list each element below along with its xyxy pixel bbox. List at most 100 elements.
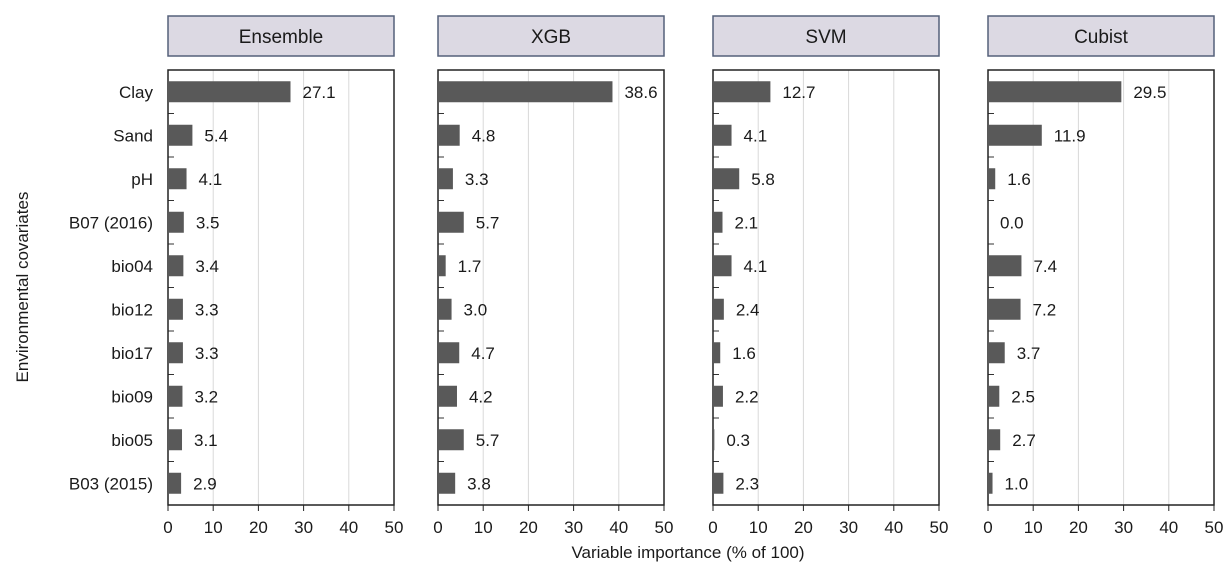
bar-value-label: 2.5 — [1011, 387, 1035, 406]
panel-border — [167, 69, 395, 506]
bar — [439, 124, 460, 146]
x-tick-label: 0 — [983, 518, 992, 537]
bar-value-label: 4.1 — [744, 126, 768, 145]
bar-value-label: 1.7 — [458, 257, 482, 276]
bar — [439, 168, 453, 190]
bar-value-label: 1.6 — [732, 344, 756, 363]
bar-value-label: 5.8 — [751, 170, 775, 189]
bar-value-label: 1.0 — [1005, 474, 1029, 493]
x-tick-label: 20 — [794, 518, 813, 537]
x-tick-label: 0 — [433, 518, 442, 537]
bar — [714, 255, 732, 277]
panel-ensemble: Ensemble 27.1 5.4 4.1 3.5 3.4 3.3 3.3 3.2 3.1 2.9 0… — [163, 15, 404, 537]
bar — [989, 168, 996, 190]
x-axis-label: Variable importance (% of 100) — [571, 543, 804, 562]
bar-value-label: 7.4 — [1033, 257, 1057, 276]
bar — [439, 298, 452, 320]
panel-xgb: XGB 38.6 4.8 3.3 5.7 1.7 3.0 4.7 4.2 5.7 3.8 0 10 20 3… — [433, 15, 674, 537]
x-tick-label: 40 — [339, 518, 358, 537]
panel-title: SVM — [805, 27, 846, 48]
bar-value-label: 2.7 — [1012, 431, 1036, 450]
panel-header-box — [167, 15, 395, 57]
x-tick-label: 50 — [385, 518, 404, 537]
panel-title: Ensemble — [239, 27, 324, 48]
bar — [169, 429, 183, 451]
x-tick-label: 40 — [1159, 518, 1178, 537]
bar-value-label: 3.1 — [194, 431, 218, 450]
bar-value-label: 7.2 — [1033, 300, 1057, 319]
category-label: bio04 — [111, 257, 153, 276]
panel-title: XGB — [531, 27, 571, 48]
category-label: bio12 — [111, 300, 153, 319]
bar-value-label: 3.3 — [465, 170, 489, 189]
x-tick-label: 30 — [1114, 518, 1133, 537]
x-tick-label: 50 — [655, 518, 674, 537]
bar — [169, 255, 184, 277]
bar — [169, 211, 184, 233]
bar — [439, 385, 457, 407]
bar — [989, 124, 1042, 146]
bar-value-label: 5.4 — [204, 126, 228, 145]
panel-header-box — [712, 15, 940, 57]
bar-value-label: 4.1 — [744, 257, 768, 276]
bar-value-label: 1.6 — [1007, 170, 1031, 189]
bar-value-label: 2.2 — [735, 387, 759, 406]
bar — [169, 168, 187, 190]
bar-value-label: 3.5 — [196, 213, 220, 232]
bar — [169, 385, 183, 407]
bar-value-label: 11.9 — [1054, 126, 1086, 145]
panel-svm: SVM 12.7 4.1 5.8 2.1 4.1 2.4 1.6 2.2 0.3 2.3 0 10 20 3… — [708, 15, 948, 537]
x-tick-label: 30 — [294, 518, 313, 537]
bar — [439, 472, 456, 494]
panel-header-box — [437, 15, 665, 57]
bar-value-label: 3.3 — [195, 344, 219, 363]
category-label: bio17 — [111, 344, 153, 363]
bar — [714, 342, 721, 364]
bar-value-label: 4.2 — [469, 387, 493, 406]
bar-value-label: 3.8 — [467, 474, 491, 493]
bar — [989, 342, 1005, 364]
bar — [989, 255, 1022, 277]
x-tick-label: 40 — [884, 518, 903, 537]
bar — [714, 168, 740, 190]
x-tick-label: 30 — [839, 518, 858, 537]
bar — [714, 211, 723, 233]
bar-value-label: 2.9 — [193, 474, 217, 493]
x-tick-label: 20 — [519, 518, 538, 537]
panel-border — [437, 69, 665, 506]
x-tick-label: 50 — [1205, 518, 1224, 537]
x-tick-label: 20 — [1069, 518, 1088, 537]
bar-value-label: 3.4 — [195, 257, 219, 276]
x-tick-label: 10 — [749, 518, 768, 537]
bar — [169, 124, 193, 146]
bar — [989, 472, 993, 494]
x-tick-label: 10 — [204, 518, 223, 537]
panel-border — [987, 69, 1215, 506]
bar-value-label: 29.5 — [1133, 83, 1166, 102]
bar — [439, 211, 464, 233]
bar-value-label: 0.3 — [726, 431, 750, 450]
bar-value-label: 2.4 — [736, 300, 760, 319]
bar — [989, 385, 1000, 407]
category-label: bio05 — [111, 431, 153, 450]
bar — [714, 124, 732, 146]
x-tick-label: 10 — [1024, 518, 1043, 537]
bar — [714, 298, 724, 320]
panel-title: Cubist — [1074, 27, 1129, 48]
bar-value-label: 2.3 — [735, 474, 759, 493]
bar — [989, 298, 1021, 320]
bar — [714, 472, 724, 494]
bar — [439, 81, 613, 103]
category-label: B07 (2016) — [69, 213, 153, 232]
bar-value-label: 3.7 — [1017, 344, 1041, 363]
bar — [989, 429, 1001, 451]
x-tick-label: 20 — [249, 518, 268, 537]
bar — [439, 342, 460, 364]
bar-value-label: 5.7 — [476, 213, 500, 232]
x-tick-label: 10 — [474, 518, 493, 537]
bar-value-label: 5.7 — [476, 431, 500, 450]
bar-value-label: 27.1 — [302, 83, 335, 102]
category-label: bio09 — [111, 387, 153, 406]
bar — [714, 385, 723, 407]
panel-header-box — [987, 15, 1215, 57]
